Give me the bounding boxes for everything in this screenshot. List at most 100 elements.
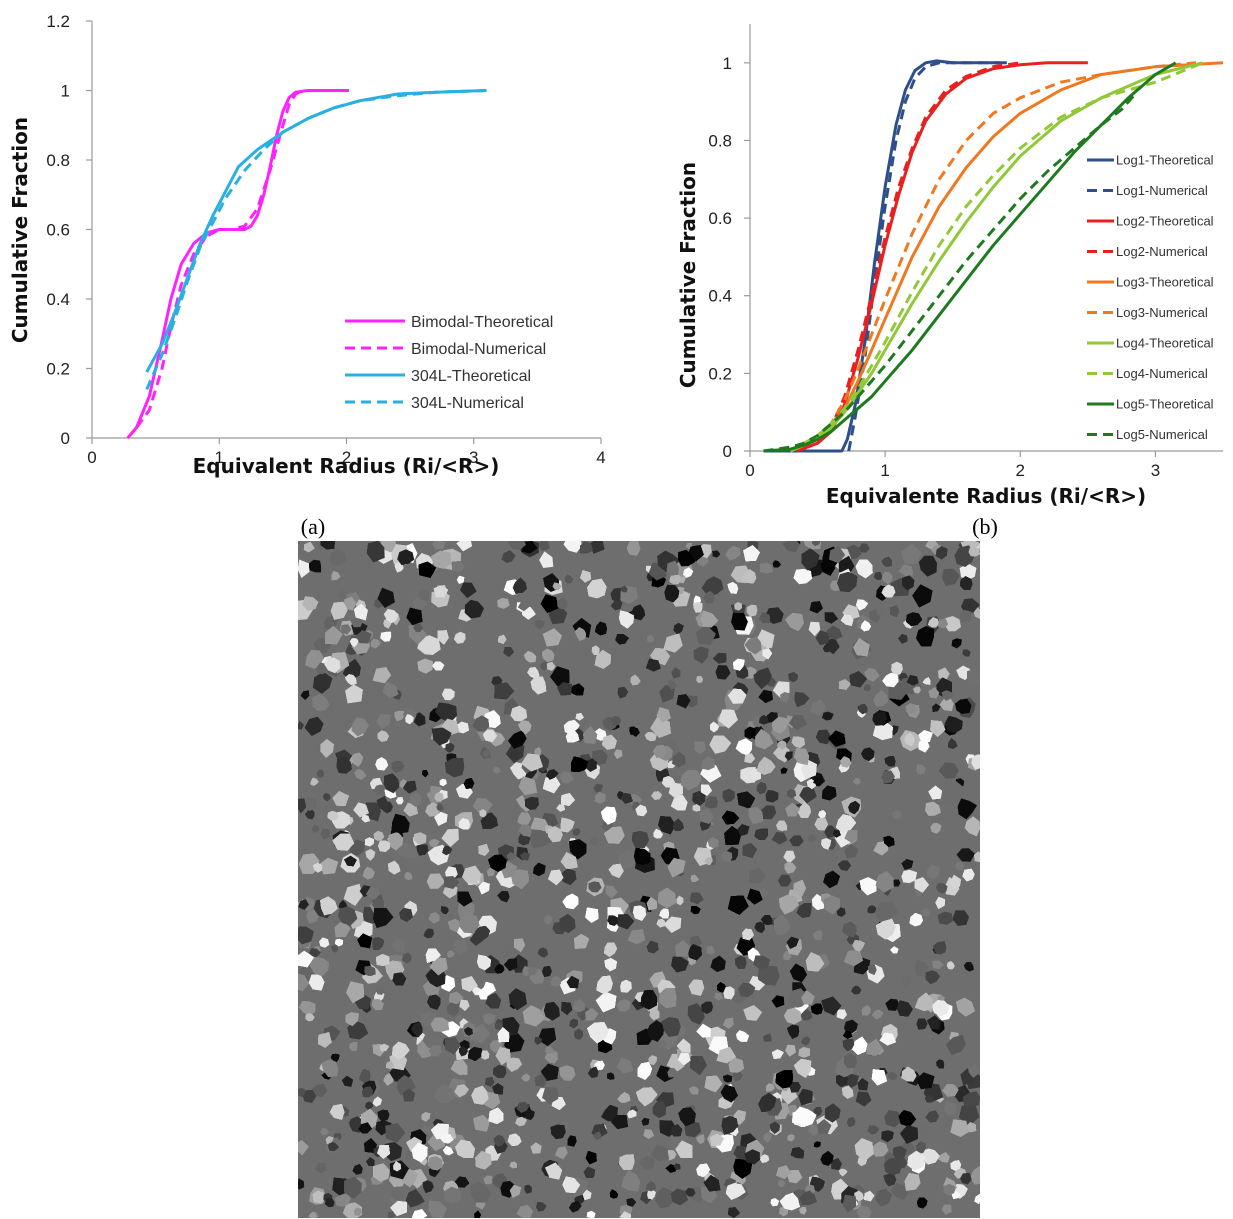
grain xyxy=(620,979,632,993)
grain xyxy=(394,710,405,722)
grain xyxy=(721,851,733,863)
grain xyxy=(616,999,631,1012)
grain xyxy=(844,1019,858,1034)
grain xyxy=(586,1210,596,1218)
grain xyxy=(920,1148,940,1165)
grain xyxy=(759,562,774,574)
grain xyxy=(855,599,869,611)
series-line-304l-theoretical xyxy=(145,89,487,373)
grain xyxy=(350,617,364,628)
grain xyxy=(838,555,855,576)
series-line-log2-numerical xyxy=(816,61,1021,445)
grain xyxy=(591,749,608,765)
grain xyxy=(298,1178,305,1190)
grain xyxy=(524,1184,532,1194)
grain xyxy=(821,711,834,721)
grain xyxy=(756,781,767,795)
chart-lognormal: 00.20.40.60.810 1 2 3 Log1-TheoreticalLog1-… xyxy=(676,24,1224,508)
grain xyxy=(926,864,940,880)
grain xyxy=(761,805,777,820)
grain xyxy=(870,1141,889,1157)
grain xyxy=(342,658,361,681)
grain xyxy=(815,729,832,745)
legend-label: Bimodal-Theoretical xyxy=(411,314,553,331)
grain xyxy=(507,730,527,749)
grain xyxy=(718,708,738,729)
legend-label: Bimodal-Numerical xyxy=(411,341,546,358)
grain xyxy=(710,955,726,973)
grain xyxy=(298,1000,316,1017)
grain xyxy=(537,541,550,551)
y-tick-label: 0.4 xyxy=(46,290,70,309)
chart-b-series xyxy=(763,59,1224,453)
grain xyxy=(650,1144,670,1162)
grain xyxy=(344,596,357,611)
grain xyxy=(542,628,563,647)
grain xyxy=(530,1142,542,1154)
grain xyxy=(956,665,970,681)
grain xyxy=(684,1187,696,1197)
grain xyxy=(470,1023,491,1043)
y-tick-label: 1 xyxy=(723,54,732,73)
series-line-log1-numerical xyxy=(847,61,1000,452)
microstructure-image xyxy=(298,541,980,1218)
grain xyxy=(836,1009,847,1020)
grain xyxy=(963,962,974,972)
grain xyxy=(631,604,646,621)
grain xyxy=(372,1096,383,1107)
grain xyxy=(925,801,941,816)
grain xyxy=(537,947,548,958)
grain xyxy=(354,768,367,780)
grain xyxy=(426,873,445,889)
grain xyxy=(312,671,333,694)
grain xyxy=(337,590,348,600)
grain xyxy=(311,1083,328,1098)
grain xyxy=(879,1032,897,1046)
grain xyxy=(941,1204,952,1215)
grain xyxy=(669,573,681,585)
grain xyxy=(855,1091,872,1107)
grain xyxy=(693,595,702,605)
grain xyxy=(684,1121,702,1138)
grain xyxy=(824,825,837,839)
grain xyxy=(881,571,893,585)
grain xyxy=(501,550,516,563)
grain xyxy=(696,1134,705,1145)
grain xyxy=(957,798,978,820)
chart-a-tick-labels: 00.20.40.60.811.20 1 2 3 4 xyxy=(46,12,605,467)
grain xyxy=(777,1179,786,1188)
series-line-log3-numerical xyxy=(816,61,1197,441)
grain xyxy=(534,619,545,630)
grain xyxy=(780,767,788,774)
grain xyxy=(939,697,954,712)
grain xyxy=(472,797,494,814)
legend-label: Log3-Numerical xyxy=(1116,305,1208,320)
grain xyxy=(495,1162,502,1171)
grain xyxy=(493,766,500,774)
grain xyxy=(671,667,681,679)
grain xyxy=(708,824,722,838)
grain xyxy=(320,1128,330,1136)
grain xyxy=(783,850,796,864)
grain xyxy=(822,643,831,653)
grain xyxy=(800,1009,813,1021)
grain xyxy=(383,608,399,624)
grain xyxy=(387,1211,395,1218)
chart-b-y-axis-title: Cumulative Fraction xyxy=(676,162,700,388)
x-tick-label: 4 xyxy=(596,448,605,467)
grain xyxy=(782,541,800,553)
grain xyxy=(473,1114,490,1132)
grain xyxy=(938,667,950,681)
legend-label: Log1-Theoretical xyxy=(1116,153,1214,168)
grain xyxy=(771,995,785,1008)
grain xyxy=(351,717,369,737)
grain xyxy=(915,1141,926,1154)
chart-bimodal-304l: 00.20.40.60.811.20 1 2 3 4 Bimodal-Theoretic… xyxy=(8,12,606,478)
grain xyxy=(533,862,546,877)
grain xyxy=(361,1086,374,1098)
grain xyxy=(460,582,477,599)
grain xyxy=(421,1125,431,1134)
grain xyxy=(515,1116,528,1127)
x-tick-label: 3 xyxy=(469,448,478,467)
